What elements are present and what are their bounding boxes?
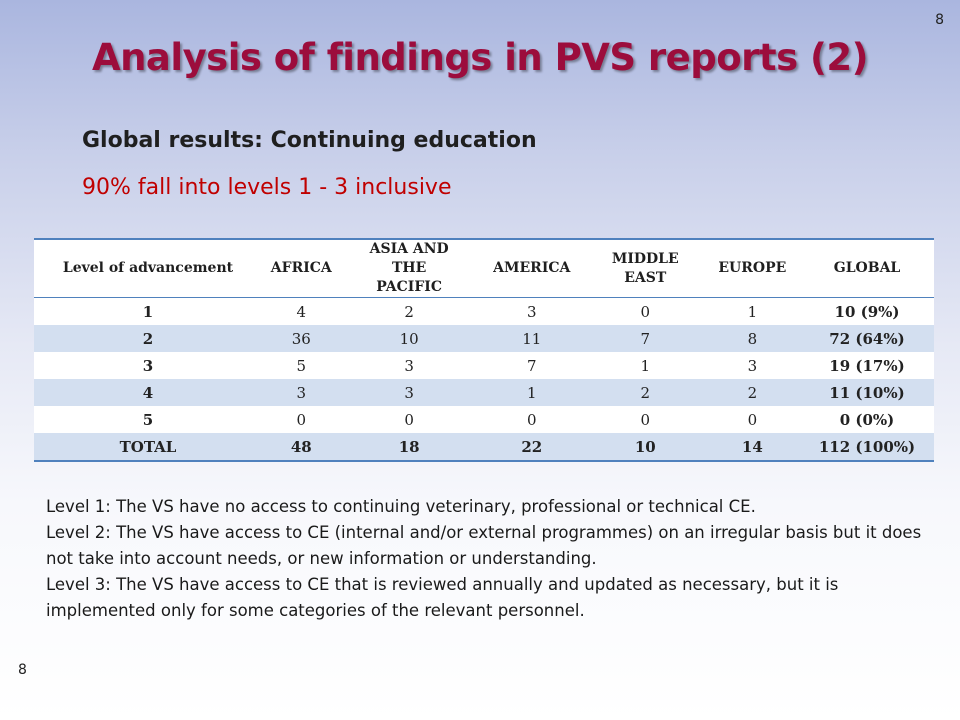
slide-title: Analysis of findings in PVS reports (2) — [91, 36, 869, 79]
note-level-1: Level 1: The VS have no access to contin… — [46, 497, 756, 516]
cell-europe: 3 — [704, 352, 801, 379]
cell-middle-east: 0 — [585, 406, 705, 433]
cell-level: 5 — [34, 406, 262, 433]
results-table: Level of advancement AFRICA ASIA AND THE… — [34, 238, 934, 462]
level-definitions: Level 1: The VS have no access to contin… — [46, 494, 936, 624]
cell-africa: 36 — [261, 325, 341, 352]
cell-asia-pacific: 3 — [340, 352, 478, 379]
cell-total-label: TOTAL — [34, 433, 262, 462]
highlight-statement: 90% fall into levels 1 - 3 inclusive — [82, 175, 452, 200]
header-europe: EUROPE — [704, 239, 801, 298]
cell-europe: 8 — [704, 325, 801, 352]
cell-global: 112 (100%) — [800, 433, 934, 462]
cell-global: 19 (17%) — [800, 352, 934, 379]
results-table-container: Level of advancement AFRICA ASIA AND THE… — [34, 238, 934, 462]
cell-middle-east: 7 — [585, 325, 705, 352]
header-level: Level of advancement — [34, 239, 262, 298]
cell-global: 11 (10%) — [800, 379, 934, 406]
cell-middle-east: 0 — [585, 297, 705, 325]
cell-asia-pacific: 10 — [340, 325, 478, 352]
cell-asia-pacific: 18 — [340, 433, 478, 462]
cell-america: 0 — [477, 406, 586, 433]
table-row: 4 3 3 1 2 2 11 (10%) — [34, 379, 934, 406]
cell-global: 0 (0%) — [800, 406, 934, 433]
cell-america: 11 — [477, 325, 586, 352]
slide-subtitle: Global results: Continuing education — [82, 128, 537, 153]
table-row: 3 5 3 7 1 3 19 (17%) — [34, 352, 934, 379]
cell-europe: 1 — [704, 297, 801, 325]
page-number-bottom: 8 — [18, 662, 27, 678]
header-middle-east: MIDDLE EAST — [585, 239, 705, 298]
table-header-row: Level of advancement AFRICA ASIA AND THE… — [34, 239, 934, 298]
cell-global: 72 (64%) — [800, 325, 934, 352]
cell-asia-pacific: 3 — [340, 379, 478, 406]
table-row: 5 0 0 0 0 0 0 (0%) — [34, 406, 934, 433]
cell-global: 10 (9%) — [800, 297, 934, 325]
cell-middle-east: 10 — [585, 433, 705, 462]
cell-asia-pacific: 2 — [340, 297, 478, 325]
cell-middle-east: 2 — [585, 379, 705, 406]
cell-europe: 0 — [704, 406, 801, 433]
cell-africa: 0 — [261, 406, 341, 433]
cell-africa: 3 — [261, 379, 341, 406]
cell-america: 1 — [477, 379, 586, 406]
cell-level: 3 — [34, 352, 262, 379]
header-global: GLOBAL — [800, 239, 934, 298]
note-level-2: Level 2: The VS have access to CE (inter… — [46, 523, 922, 568]
header-america: AMERICA — [477, 239, 586, 298]
table-row: 1 4 2 3 0 1 10 (9%) — [34, 297, 934, 325]
cell-asia-pacific: 0 — [340, 406, 478, 433]
cell-america: 3 — [477, 297, 586, 325]
table-row: 2 36 10 11 7 8 72 (64%) — [34, 325, 934, 352]
cell-europe: 14 — [704, 433, 801, 462]
cell-africa: 48 — [261, 433, 341, 462]
page-number-top: 8 — [935, 12, 944, 28]
cell-level: 1 — [34, 297, 262, 325]
cell-europe: 2 — [704, 379, 801, 406]
cell-level: 2 — [34, 325, 262, 352]
cell-middle-east: 1 — [585, 352, 705, 379]
cell-america: 7 — [477, 352, 586, 379]
cell-africa: 5 — [261, 352, 341, 379]
header-africa: AFRICA — [261, 239, 341, 298]
cell-africa: 4 — [261, 297, 341, 325]
note-level-3: Level 3: The VS have access to CE that i… — [46, 575, 839, 620]
table-total-row: TOTAL 48 18 22 10 14 112 (100%) — [34, 433, 934, 462]
cell-america: 22 — [477, 433, 586, 462]
header-asia-pacific: ASIA AND THE PACIFIC — [340, 239, 478, 298]
cell-level: 4 — [34, 379, 262, 406]
